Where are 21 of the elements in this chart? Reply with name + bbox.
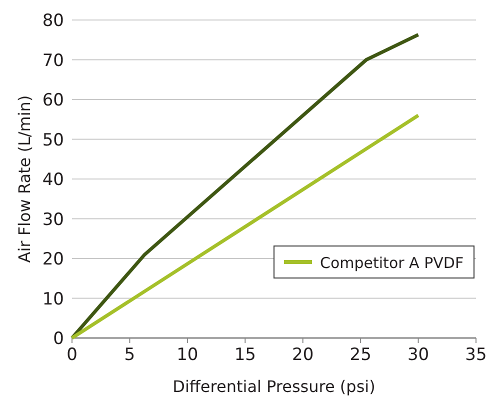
y-tick-label: 80 [42, 11, 64, 31]
x-axis-title: Differential Pressure (psi) [172, 377, 376, 396]
x-tick-label: 10 [176, 345, 198, 365]
legend-label: Competitor A PVDF [320, 254, 464, 272]
y-tick-label: 0 [53, 329, 64, 349]
x-tick-label: 15 [234, 345, 256, 365]
x-tick-label: 5 [124, 345, 136, 365]
y-tick-label: 50 [42, 130, 64, 150]
x-tick-label: 0 [66, 345, 78, 365]
y-tick-label: 30 [42, 210, 64, 230]
x-tick-label: 20 [292, 345, 314, 365]
y-tick-label: 10 [42, 289, 64, 310]
line-series [70, 32, 420, 340]
y-tick-label: 40 [42, 170, 64, 190]
x-tick-label: 25 [350, 345, 372, 365]
y-tick-label: 70 [42, 50, 64, 71]
y-tick-label: 20 [42, 250, 64, 270]
x-tick-label: 30 [407, 345, 430, 365]
y-tick-label: 60 [42, 90, 64, 110]
x-tick-label: 35 [465, 345, 487, 365]
y-axis-title: Air Flow Rate (L/min) [15, 95, 34, 263]
